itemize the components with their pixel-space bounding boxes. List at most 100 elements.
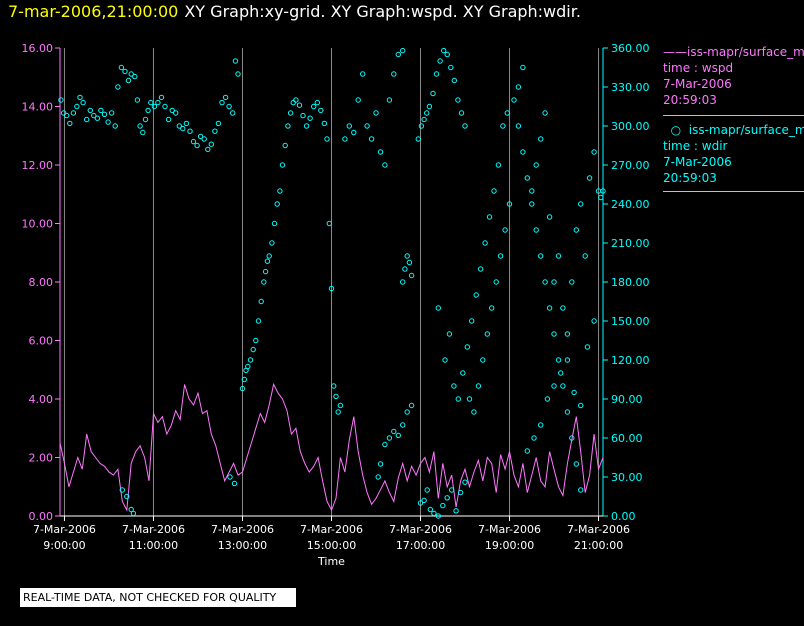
left-axis-tick-label: 0.00 (29, 510, 54, 523)
wdir-point (520, 64, 526, 71)
wdir-point (258, 298, 264, 305)
wdir-point (555, 253, 562, 259)
left-axis-tick-label: 16.00 (22, 42, 54, 55)
wdir-point (165, 116, 172, 123)
wdir-point (219, 99, 225, 106)
wdir-point (373, 110, 379, 116)
wdir-point (239, 385, 246, 392)
wdir-point (531, 435, 537, 441)
x-axis-tick-time: 13:00:00 (218, 539, 267, 552)
wdir-point (382, 162, 388, 168)
wdir-point (227, 474, 233, 480)
wdir-point (520, 149, 526, 155)
wdir-point (293, 97, 299, 103)
wdir-point (395, 51, 401, 58)
wdir-point (415, 136, 421, 142)
wspd-series-line (59, 382, 604, 512)
wdir-point (375, 474, 381, 480)
wdir-point (386, 97, 393, 103)
wdir-point (105, 119, 111, 125)
wdir-point (491, 188, 497, 194)
wdir-point (112, 123, 118, 129)
wdir-point (125, 77, 132, 84)
wdir-point (128, 506, 134, 513)
wdir-point (122, 68, 128, 75)
wdir-point (94, 115, 101, 121)
wdir-point (124, 493, 130, 500)
wdir-point (573, 227, 579, 233)
wdir-point (404, 409, 410, 415)
wdir-point (444, 495, 450, 501)
wdir-point (360, 71, 366, 77)
wdir-point (145, 107, 151, 114)
wdir-point (287, 110, 294, 116)
wdir-point (442, 357, 448, 363)
wdir-point (386, 435, 393, 441)
x-axis-tick-date: 7-Mar-2006 (33, 523, 96, 536)
wdir-point (504, 110, 510, 116)
wdir-point (148, 99, 154, 106)
wdir-point (546, 214, 553, 220)
legend-circle-icon: ○ (663, 123, 689, 137)
wdir-point (262, 268, 269, 275)
right-axis-tick-label: 0.00 (611, 510, 636, 523)
wdir-point (417, 500, 424, 506)
wdir-point (462, 123, 468, 129)
wdir-point (400, 422, 406, 428)
legend-series-time: 20:59:03 (663, 93, 717, 107)
wdir-point (215, 120, 222, 127)
wdir-point (67, 120, 73, 127)
right-axis-tick-label: 60.00 (611, 432, 643, 445)
wdir-point (70, 110, 77, 116)
wdir-point (418, 123, 425, 129)
wdir-point (584, 344, 591, 350)
wdir-point (578, 201, 584, 207)
wdir-point (538, 253, 544, 259)
wdir-point (404, 253, 410, 259)
wdir-point (558, 370, 564, 376)
wdir-point (578, 402, 584, 409)
wdir-point (183, 120, 190, 127)
wdir-point (255, 318, 262, 324)
wdir-point (560, 305, 566, 311)
legend-series-var: time : wspd (663, 61, 734, 75)
wdir-point (162, 103, 168, 110)
wdir-point (453, 508, 459, 514)
wdir-point (569, 435, 575, 441)
wdir-point (457, 489, 464, 496)
wdir-point (460, 370, 466, 376)
wdir-point (87, 107, 94, 114)
x-axis-tick-date: 7-Mar-2006 (122, 523, 185, 536)
wdir-point (533, 162, 539, 168)
wdir-point (115, 84, 121, 90)
x-axis-tick-time: 11:00:00 (129, 539, 178, 552)
x-axis-tick-time: 15:00:00 (307, 539, 356, 552)
wdir-point (493, 279, 499, 285)
wdir-point (226, 103, 232, 110)
wdir-point (564, 357, 571, 363)
wdir-point (421, 497, 427, 504)
wdir-point (446, 331, 453, 337)
wdir-point (134, 97, 141, 103)
wdir-point (400, 47, 406, 54)
wdir-point (455, 396, 461, 402)
wdir-point (285, 123, 291, 129)
wdir-point (497, 253, 504, 259)
wdir-point (502, 227, 508, 233)
wdir-point (277, 188, 283, 194)
wdir-point (351, 129, 357, 136)
wdir-point (582, 253, 588, 259)
wdir-point (307, 115, 313, 121)
wdir-point (464, 344, 470, 350)
wdir-point (311, 103, 317, 110)
wdir-point (208, 141, 215, 147)
wdir-point (458, 110, 465, 116)
wdir-point (155, 99, 161, 106)
wdir-point (538, 136, 544, 142)
right-axis-tick-label: 210.00 (611, 237, 650, 250)
wdir-point (437, 58, 443, 64)
left-axis-tick-label: 6.00 (29, 335, 54, 348)
wdir-point (473, 292, 479, 298)
header-title: XY Graph:xy-grid. XY Graph:wspd. XY Grap… (184, 2, 581, 21)
wdir-point (230, 110, 236, 116)
